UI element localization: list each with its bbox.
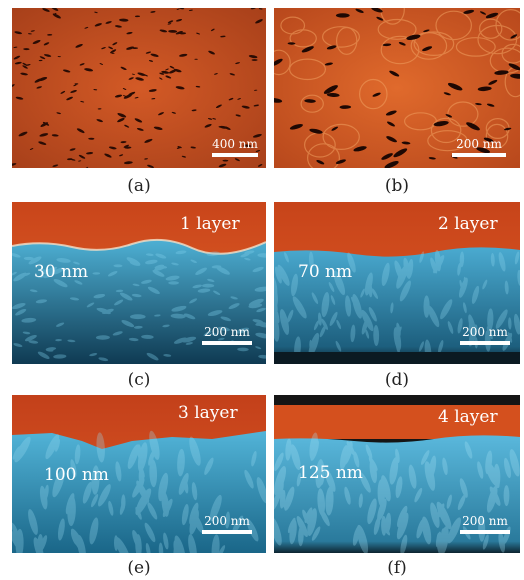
thickness-label-c: 30 nm — [34, 262, 89, 282]
sem-image-e — [12, 395, 266, 553]
scale-bar-line — [212, 153, 258, 157]
sem-panel-b: 200 nm — [274, 8, 520, 168]
layer-label-f: 4 layer — [438, 407, 498, 427]
panel-caption-b: (b) — [384, 176, 410, 196]
layer-label-e: 3 layer — [178, 403, 238, 423]
scale-bar-f: 200 nm — [460, 515, 510, 534]
scale-bar-label: 400 nm — [212, 137, 258, 151]
scale-bar-line — [460, 341, 510, 345]
scale-bar-b: 200 nm — [452, 138, 506, 157]
panel-caption-c: (c) — [127, 370, 151, 390]
sem-image-c — [12, 202, 266, 364]
panel-caption-f: (f) — [387, 558, 407, 578]
sem-panel-d: 2 layer 70 nm 200 nm — [274, 202, 520, 364]
scale-bar-line — [460, 530, 510, 534]
sem-image-f — [274, 395, 520, 553]
sem-panel-f: 4 layer 125 nm 200 nm — [274, 395, 520, 553]
scale-bar-d: 200 nm — [460, 326, 510, 345]
scale-bar-line — [452, 153, 506, 157]
panel-caption-e: (e) — [127, 558, 151, 578]
scale-bar-label: 200 nm — [204, 514, 250, 528]
sem-panel-e: 3 layer 100 nm 200 nm — [12, 395, 266, 553]
scale-bar-c: 200 nm — [202, 326, 252, 345]
thickness-label-e: 100 nm — [44, 465, 109, 485]
sem-panel-a: 400 nm — [12, 8, 266, 168]
thickness-label-f: 125 nm — [298, 463, 363, 483]
scale-bar-e: 200 nm — [202, 515, 252, 534]
scale-bar-line — [202, 530, 252, 534]
sem-image-d — [274, 202, 520, 364]
scale-bar-line — [202, 341, 252, 345]
sem-image-a — [12, 8, 266, 168]
sem-image-b — [274, 8, 520, 168]
scale-bar-label: 200 nm — [456, 137, 502, 151]
layer-label-d: 2 layer — [438, 214, 498, 234]
scale-bar-label: 200 nm — [462, 514, 508, 528]
sem-panel-c: 1 layer 30 nm 200 nm — [12, 202, 266, 364]
scale-bar-label: 200 nm — [204, 325, 250, 339]
thickness-label-d: 70 nm — [298, 262, 353, 282]
scale-bar-a: 400 nm — [212, 138, 258, 157]
scale-bar-label: 200 nm — [462, 325, 508, 339]
panel-caption-d: (d) — [384, 370, 410, 390]
layer-label-c: 1 layer — [180, 214, 240, 234]
panel-caption-a: (a) — [127, 176, 151, 196]
